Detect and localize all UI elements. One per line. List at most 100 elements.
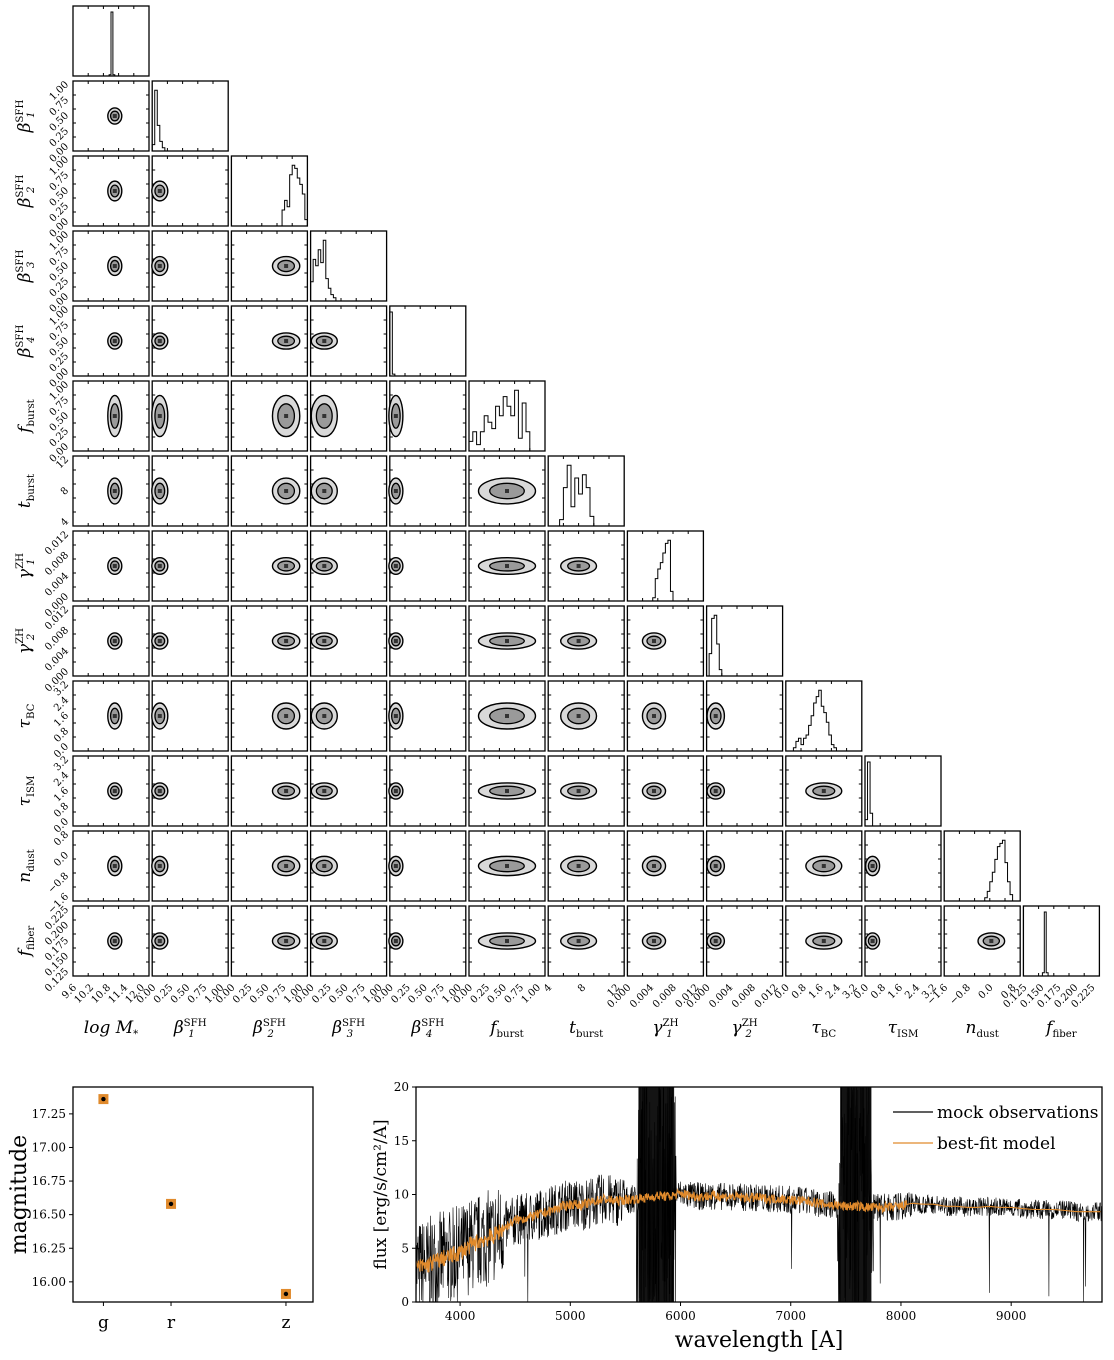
histogram-step: [706, 614, 783, 677]
x-tick-label: 0.008: [651, 982, 679, 1010]
contour-peak: [322, 789, 327, 793]
x-tick-label: 4000: [445, 1309, 476, 1323]
panel-frame: [864, 755, 942, 827]
spectrum-xlabel: wavelength [A]: [675, 1328, 844, 1353]
contour-peak: [284, 414, 289, 418]
contour-peak: [576, 714, 581, 718]
panel-frame: [389, 305, 467, 377]
corner-panel: [626, 680, 705, 752]
corner-panel: [626, 530, 705, 602]
corner-panel: [230, 305, 309, 377]
corner-panel: [943, 830, 1021, 902]
corner-panel: [309, 455, 388, 527]
corner-panel: [72, 680, 150, 752]
x-tick-label: 4: [542, 982, 554, 994]
corner-panel: [151, 155, 229, 227]
corner-panel: [72, 230, 150, 302]
corner-panel: [468, 380, 546, 452]
histogram-step: [73, 11, 149, 77]
contour-peak: [393, 564, 398, 568]
contour-peak: [652, 714, 656, 718]
x-axis-label: fburst: [488, 1018, 524, 1040]
histogram-step: [785, 689, 862, 752]
y-axis-label: tburst: [15, 473, 37, 508]
contour-peak: [284, 639, 289, 643]
contour-peak: [157, 489, 162, 493]
y-tick-label: 4: [59, 516, 71, 528]
contour-peak: [112, 714, 117, 718]
contour-peak: [112, 489, 117, 493]
model-curve: [416, 1187, 1101, 1273]
contour-peak: [505, 789, 509, 793]
contour-peak: [322, 864, 327, 868]
corner-panel: [72, 605, 150, 677]
corner-panel: [230, 905, 309, 977]
x-tick-label: 1.6: [807, 982, 826, 1001]
corner-panel: [547, 605, 625, 677]
panel-frame: [705, 605, 784, 677]
x-tick-label: g: [98, 1313, 109, 1333]
y-tick-label: 8: [59, 485, 71, 497]
panel-frame: [626, 605, 705, 677]
observation-trace: [416, 1087, 1102, 1302]
corner-panel: [388, 680, 467, 752]
corner-panel: [468, 605, 546, 677]
y-tick-label: 0.0: [52, 850, 71, 869]
contour-peak: [393, 489, 398, 493]
contour-peak: [284, 489, 289, 493]
contour-peak: [322, 414, 327, 418]
contour-peak: [505, 939, 509, 943]
corner-panel: [230, 455, 309, 527]
corner-panel: [468, 455, 546, 527]
histogram-step: [389, 311, 466, 377]
y-tick-label: 10: [394, 1188, 409, 1202]
corner-panel: [389, 305, 467, 377]
contour-peak: [393, 939, 398, 943]
contour-peak: [576, 564, 581, 568]
legend-label: best-fit model: [937, 1134, 1056, 1154]
corner-panel: [151, 530, 229, 602]
x-tick-label: 8000: [886, 1309, 917, 1323]
corner-panel: [309, 230, 388, 302]
x-tick-label: 8: [576, 982, 588, 994]
x-axis-label: γZH 1: [652, 1018, 678, 1040]
y-tick-label: 2.4: [52, 695, 71, 714]
contour-peak: [112, 264, 117, 268]
corner-panel: [151, 830, 229, 902]
masked-region: [840, 1087, 872, 1302]
contour-peak: [393, 789, 398, 793]
corner-panel: [72, 80, 150, 152]
x-tick-label: 2.4: [824, 982, 843, 1001]
corner-panel: [309, 680, 388, 752]
corner-panel: [785, 905, 863, 977]
panel-frame: [468, 380, 546, 452]
x-axis-label: log M*: [84, 1018, 138, 1040]
corner-panel: [705, 605, 784, 677]
y-tick-label: 20: [394, 1080, 409, 1094]
model-marker: [101, 1096, 106, 1102]
corner-panel: [388, 830, 467, 902]
histogram-step: [231, 164, 308, 227]
corner-panel: [151, 905, 229, 977]
corner-panel: [151, 605, 229, 677]
contour-peak: [112, 639, 117, 643]
magnitude-plot: 16.00 16.25 16.50 16.75 17.00 17.25 g r z magnitu…: [7, 1086, 314, 1333]
y-tick-label: 0: [401, 1295, 409, 1309]
corner-panel: [547, 680, 625, 752]
magnitude-ylabel: magnitude: [7, 1135, 32, 1254]
contour-peak: [157, 939, 162, 943]
y-tick-label: 0.012: [43, 529, 71, 557]
x-tick-label: −0.8: [948, 982, 973, 1007]
magnitude-frame: [72, 1086, 314, 1303]
y-tick-label: 16.00: [32, 1275, 66, 1289]
corner-panel: [72, 5, 150, 77]
x-tick-label: 0.8: [790, 982, 809, 1001]
corner-panel: [72, 530, 150, 602]
corner-panel: [151, 755, 229, 827]
panel-frame: [547, 455, 625, 527]
contour-peak: [322, 714, 327, 718]
panel-frame: [309, 230, 388, 302]
y-axis-label: γZH1: [15, 553, 37, 579]
